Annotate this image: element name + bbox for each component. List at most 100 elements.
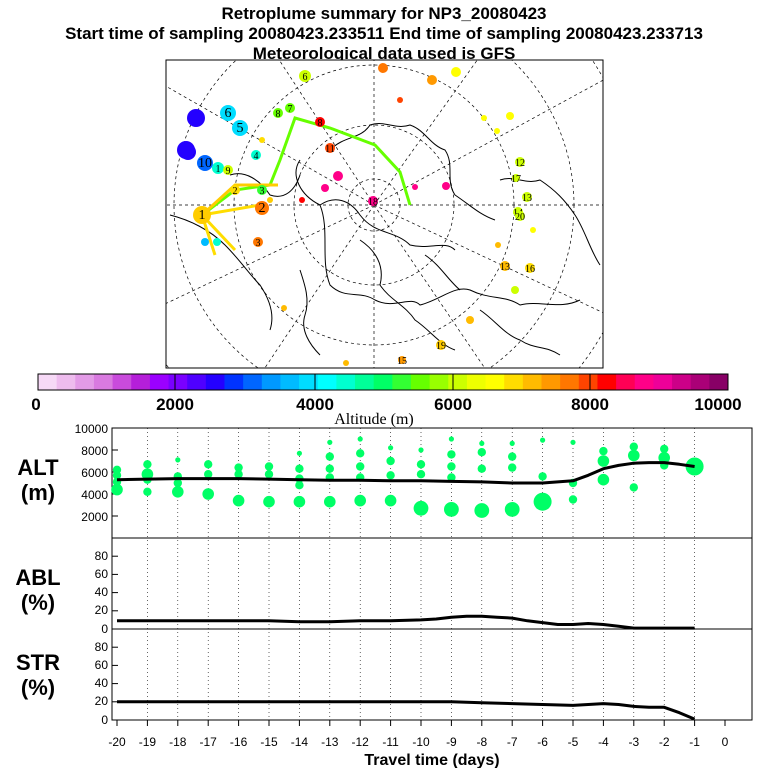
alt-scatter-point [388, 445, 394, 451]
map-cluster-label: 7 [288, 104, 293, 115]
alt-scatter-point [509, 440, 515, 446]
colorbar-swatch [149, 374, 170, 390]
colorbar-swatch [93, 374, 114, 390]
map-cluster-marker [299, 70, 311, 82]
trajectory-green [201, 116, 412, 217]
colorbar-swatch [578, 374, 598, 390]
alt-scatter-point [447, 473, 456, 482]
polar-map: 1122334566788910101112131314151617181920 [165, 59, 604, 369]
colorbar-swatch [392, 374, 412, 390]
x-tick-label: -18 [169, 735, 187, 749]
colorbar-swatch [672, 374, 692, 390]
map-cluster-marker [223, 165, 233, 175]
map-cluster-marker [412, 184, 418, 190]
x-tick-label: -13 [321, 735, 339, 749]
map-cluster-marker [325, 143, 335, 153]
sampling-times: Start time of sampling 20080423.233511 E… [65, 24, 703, 43]
map-cluster-label: 2 [259, 201, 266, 216]
map-cluster-marker [315, 117, 325, 127]
y-tick-label: 40 [95, 676, 109, 690]
str-series-line [117, 700, 696, 721]
colorbar-label: Altitude (m) [334, 411, 414, 428]
x-tick-label: -17 [200, 735, 218, 749]
colorbar-swatch [634, 374, 654, 390]
alt-scatter-point [597, 473, 610, 486]
alt-scatter-point [143, 460, 152, 469]
x-tick-label: -4 [598, 735, 609, 749]
x-tick-label: -10 [412, 735, 430, 749]
map-cluster-marker [281, 305, 287, 311]
map-cluster-label: 12 [515, 158, 525, 169]
map-cluster-label: 5 [237, 121, 244, 136]
map-cluster-marker [436, 340, 446, 350]
y-tick-label: 8000 [81, 444, 108, 458]
y-tick-label: 40 [95, 585, 109, 599]
alt-scatter-point [232, 494, 245, 507]
y-tick-label: 6000 [81, 466, 108, 480]
alt-scatter-point [172, 486, 184, 498]
colorbar-strip [38, 374, 729, 390]
colorbar-swatch [280, 374, 300, 390]
x-tick-label: -3 [628, 735, 639, 749]
alt-scatter-point [324, 495, 336, 508]
x-tick-label: -8 [476, 735, 487, 749]
x-tick-label: -14 [291, 735, 309, 749]
alt-scatter-point [447, 462, 456, 471]
alt-scatter-point [386, 456, 395, 466]
colorbar-tick: 2000 [156, 395, 194, 414]
x-tick-label: -1 [689, 735, 700, 749]
map-cluster-marker [253, 237, 263, 247]
colorbar-swatch [466, 374, 487, 390]
x-tick-label: 0 [722, 735, 729, 749]
map-cluster-marker [427, 75, 437, 85]
x-tick-label: -19 [139, 735, 157, 749]
alt-scatter-point [354, 494, 367, 507]
str-panel-unit: (%) [21, 675, 55, 700]
y-tick-label: 60 [95, 658, 109, 672]
x-tick-labels: -20 -19 -18 -17 -16 -15 -14 -13 -12 -11 -10 -9 -8 -7-… [108, 735, 728, 749]
alt-scatter-point [356, 449, 365, 458]
alt-scatter-point [416, 460, 426, 469]
colorbar-swatch [299, 374, 319, 390]
colorbar-swatch [616, 374, 636, 390]
alt-scatter-point [356, 462, 365, 471]
alt-scatter-point [508, 463, 517, 472]
map-cluster-marker [232, 120, 248, 136]
alt-scatter-point [658, 451, 670, 464]
map-cluster-label: 18 [368, 197, 378, 208]
alt-scatter-point [477, 464, 486, 473]
map-cluster-label: 16 [525, 264, 535, 275]
map-cluster-marker [333, 171, 343, 181]
colorbar-tick: 6000 [434, 395, 472, 414]
map-cluster-marker [525, 263, 535, 273]
colorbar-swatch [504, 374, 524, 390]
str-panel-label: STR [16, 650, 60, 675]
y-tick-label: 10000 [75, 422, 109, 436]
colorbar-swatch [38, 374, 58, 390]
map-cluster-label: 11 [325, 144, 335, 155]
map-cluster-label: 8 [276, 109, 281, 120]
alt-scatter-point [629, 442, 638, 451]
map-cluster-marker [495, 242, 501, 248]
map-cluster-marker [201, 238, 209, 246]
map-cluster-label: 19 [436, 341, 446, 352]
map-cluster-marker [515, 157, 525, 167]
map-cluster-label: 8 [318, 118, 323, 129]
map-cluster-label: 4 [254, 151, 259, 162]
y-tick-label: 80 [95, 549, 109, 563]
alt-scatter-point [202, 488, 214, 500]
map-cluster-marker [343, 360, 349, 366]
colorbar-swatch [429, 374, 449, 390]
map-clusters: 1122334566788910101112131314151617181920 [177, 63, 536, 367]
alt-scatter-point [474, 503, 490, 518]
alt-scatter-point [204, 470, 213, 479]
panel-labels: ALT (m) ABL (%) STR (%) [15, 455, 60, 700]
map-cluster-marker [466, 316, 474, 324]
alt-scatter-point [386, 471, 395, 480]
map-cluster-marker [506, 112, 514, 120]
alt-scatter-point [295, 481, 304, 490]
map-cluster-marker [220, 105, 236, 121]
alt-scatter-point [508, 452, 517, 461]
x-tick-label: -20 [108, 735, 126, 749]
alt-scatter-point [444, 502, 459, 517]
